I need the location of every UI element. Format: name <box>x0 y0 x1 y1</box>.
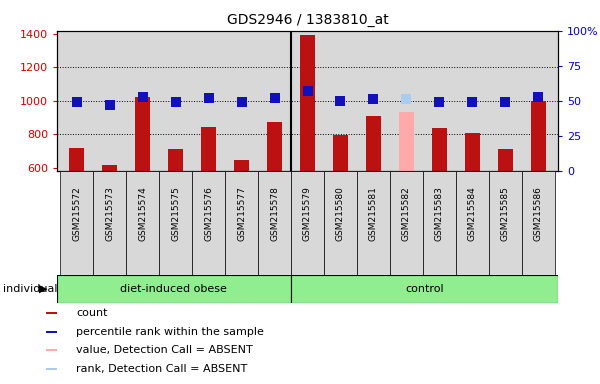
Text: rank, Detection Call = ABSENT: rank, Detection Call = ABSENT <box>76 364 247 374</box>
Bar <box>432 128 447 171</box>
Text: GSM215576: GSM215576 <box>204 187 213 241</box>
Point <box>237 99 247 105</box>
Text: GSM215573: GSM215573 <box>105 187 114 241</box>
Bar <box>135 97 150 171</box>
Bar <box>46 312 57 314</box>
Bar <box>46 331 57 333</box>
Point <box>270 95 280 101</box>
Bar <box>258 171 291 275</box>
Text: GSM215585: GSM215585 <box>501 187 510 241</box>
Text: GSM215579: GSM215579 <box>303 187 312 241</box>
Text: GSM215572: GSM215572 <box>72 187 81 241</box>
Bar <box>300 35 315 171</box>
Bar <box>46 367 57 370</box>
Text: GSM215584: GSM215584 <box>468 187 477 241</box>
Text: GSM215583: GSM215583 <box>435 187 444 241</box>
Text: GSM215575: GSM215575 <box>171 187 180 241</box>
Bar <box>46 349 57 351</box>
Point <box>467 99 477 105</box>
Bar <box>333 135 348 171</box>
Point <box>105 102 115 108</box>
Bar <box>70 147 84 171</box>
Bar <box>168 149 183 171</box>
Point <box>401 96 411 103</box>
Text: control: control <box>405 284 444 294</box>
Bar <box>57 275 291 303</box>
Text: diet-induced obese: diet-induced obese <box>121 284 227 294</box>
Text: percentile rank within the sample: percentile rank within the sample <box>76 326 264 337</box>
Bar <box>225 171 258 275</box>
Bar <box>201 127 216 171</box>
Text: GSM215580: GSM215580 <box>336 187 345 241</box>
Point <box>368 96 378 103</box>
Bar <box>531 101 545 171</box>
Text: GSM215581: GSM215581 <box>369 187 378 241</box>
Bar <box>390 171 423 275</box>
Bar <box>522 171 555 275</box>
Point <box>434 99 444 105</box>
Text: GSM215574: GSM215574 <box>138 187 147 241</box>
Bar <box>126 171 159 275</box>
Bar <box>192 171 225 275</box>
Bar <box>60 171 93 275</box>
Point <box>171 99 181 105</box>
Bar <box>498 149 512 171</box>
Point <box>533 94 543 100</box>
Point <box>303 88 313 94</box>
Point <box>204 95 214 101</box>
Text: count: count <box>76 308 107 318</box>
Bar <box>357 171 390 275</box>
Bar <box>267 122 282 171</box>
Bar <box>423 171 456 275</box>
Title: GDS2946 / 1383810_at: GDS2946 / 1383810_at <box>227 13 388 27</box>
Bar <box>291 275 558 303</box>
Bar <box>465 132 480 171</box>
Bar <box>399 113 414 171</box>
Bar <box>103 165 117 171</box>
Point <box>138 94 148 100</box>
Text: ▶: ▶ <box>39 284 47 294</box>
Bar <box>234 159 249 171</box>
Text: GSM215577: GSM215577 <box>237 187 246 241</box>
Bar <box>159 171 192 275</box>
Text: GSM215586: GSM215586 <box>534 187 543 241</box>
Text: GSM215578: GSM215578 <box>270 187 279 241</box>
Point <box>500 99 510 105</box>
Bar <box>291 171 324 275</box>
Bar <box>489 171 522 275</box>
Bar <box>456 171 489 275</box>
Bar <box>93 171 126 275</box>
Bar <box>324 171 357 275</box>
Text: individual: individual <box>3 284 58 294</box>
Point <box>72 99 82 105</box>
Text: GSM215582: GSM215582 <box>402 187 411 241</box>
Point <box>335 98 345 104</box>
Bar <box>366 116 381 171</box>
Text: value, Detection Call = ABSENT: value, Detection Call = ABSENT <box>76 345 253 355</box>
